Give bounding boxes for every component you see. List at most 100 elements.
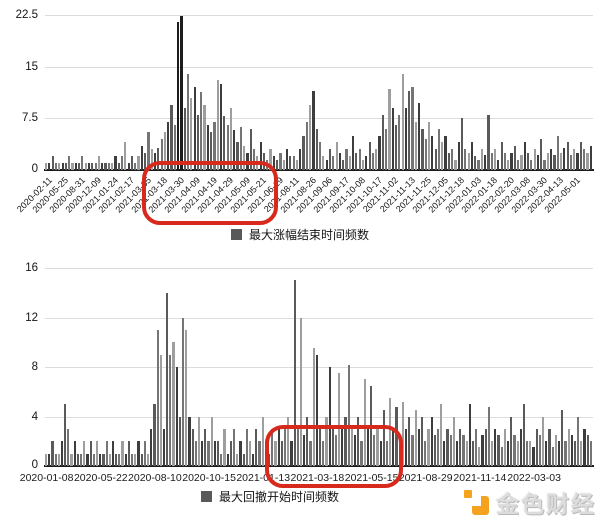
bar: [319, 142, 322, 170]
bar: [111, 163, 114, 170]
bar: [368, 142, 371, 170]
bar: [420, 416, 424, 466]
bar: [494, 428, 497, 466]
x-tick-label: 2020-01-08: [19, 472, 74, 484]
bar: [457, 142, 460, 170]
bar: [200, 92, 203, 170]
legend-label: 最大回撤开始时间频数: [218, 490, 339, 504]
bar: [210, 132, 213, 170]
bar: [451, 149, 454, 170]
bar: [530, 159, 533, 170]
bar: [500, 447, 503, 466]
bar: [167, 121, 170, 170]
bar: [405, 428, 408, 466]
bar: [312, 348, 315, 466]
bar: [150, 428, 153, 466]
bar: [159, 354, 162, 466]
bar: [401, 401, 405, 466]
bar: [447, 152, 450, 170]
bar: [503, 152, 507, 170]
bar: [427, 121, 431, 170]
bar: [248, 441, 252, 466]
bar: [522, 404, 526, 466]
bar: [375, 149, 378, 170]
bar: [183, 108, 186, 170]
bar: [163, 132, 167, 170]
bar: [510, 152, 513, 170]
bar: [229, 441, 232, 466]
x-tick-label: 2021-03-18: [290, 472, 345, 484]
bar: [213, 121, 216, 170]
bar: [249, 128, 252, 170]
bar: [523, 142, 526, 170]
bar: [283, 428, 287, 466]
bar: [355, 152, 358, 170]
bar: [331, 428, 334, 466]
bar: [84, 163, 87, 170]
bar: [91, 163, 94, 170]
bar: [203, 104, 206, 170]
bar: [127, 441, 131, 466]
x-axis-line: [44, 465, 594, 467]
bar: [177, 21, 180, 170]
bar: [506, 441, 510, 466]
bar: [78, 163, 81, 170]
bar: [347, 364, 350, 466]
bar: [95, 441, 99, 466]
bar: [64, 163, 67, 170]
bar: [427, 428, 430, 466]
bar: [87, 163, 91, 170]
bar: [252, 453, 255, 466]
bar: [101, 163, 104, 170]
bar: [194, 441, 197, 466]
bar: [213, 441, 217, 466]
bar: [510, 416, 513, 466]
bar: [243, 145, 246, 170]
bar: [526, 152, 530, 170]
bar: [480, 149, 483, 170]
y-tick-label: 7.5: [22, 112, 38, 125]
bar: [302, 135, 305, 170]
bar: [51, 441, 54, 466]
bar: [391, 108, 394, 170]
bar: [465, 441, 468, 466]
bar: [280, 441, 283, 466]
bar: [45, 453, 48, 466]
bar: [507, 159, 510, 170]
bar: [443, 441, 446, 466]
bar: [207, 441, 210, 466]
bar: [338, 152, 341, 170]
gridline: [45, 268, 593, 269]
bar: [382, 410, 385, 466]
bar: [322, 441, 325, 466]
bar: [519, 428, 522, 466]
bar: [121, 441, 124, 466]
bar: [532, 447, 535, 466]
bar: [197, 416, 201, 466]
bar: [305, 121, 308, 170]
bar: [60, 441, 64, 466]
bar: [417, 428, 420, 466]
bar: [223, 428, 226, 466]
bar: [376, 428, 379, 466]
bar: [421, 128, 424, 170]
bar: [484, 428, 487, 466]
y-tick-label: 15: [25, 60, 38, 73]
bar: [342, 159, 345, 170]
bar: [557, 441, 561, 466]
x-tick-label: 2022-03-03: [507, 472, 561, 484]
bar: [178, 416, 181, 466]
bar: [550, 149, 553, 170]
bar: [394, 125, 398, 170]
bar: [441, 142, 444, 170]
bar: [491, 441, 494, 466]
bar: [452, 416, 455, 466]
bar: [236, 453, 239, 466]
bar: [484, 154, 487, 170]
bar: [497, 435, 500, 466]
bar: [153, 404, 156, 466]
bar: [226, 453, 229, 466]
bar: [474, 156, 477, 170]
x-axis-line: [44, 169, 594, 171]
bar: [573, 441, 577, 466]
